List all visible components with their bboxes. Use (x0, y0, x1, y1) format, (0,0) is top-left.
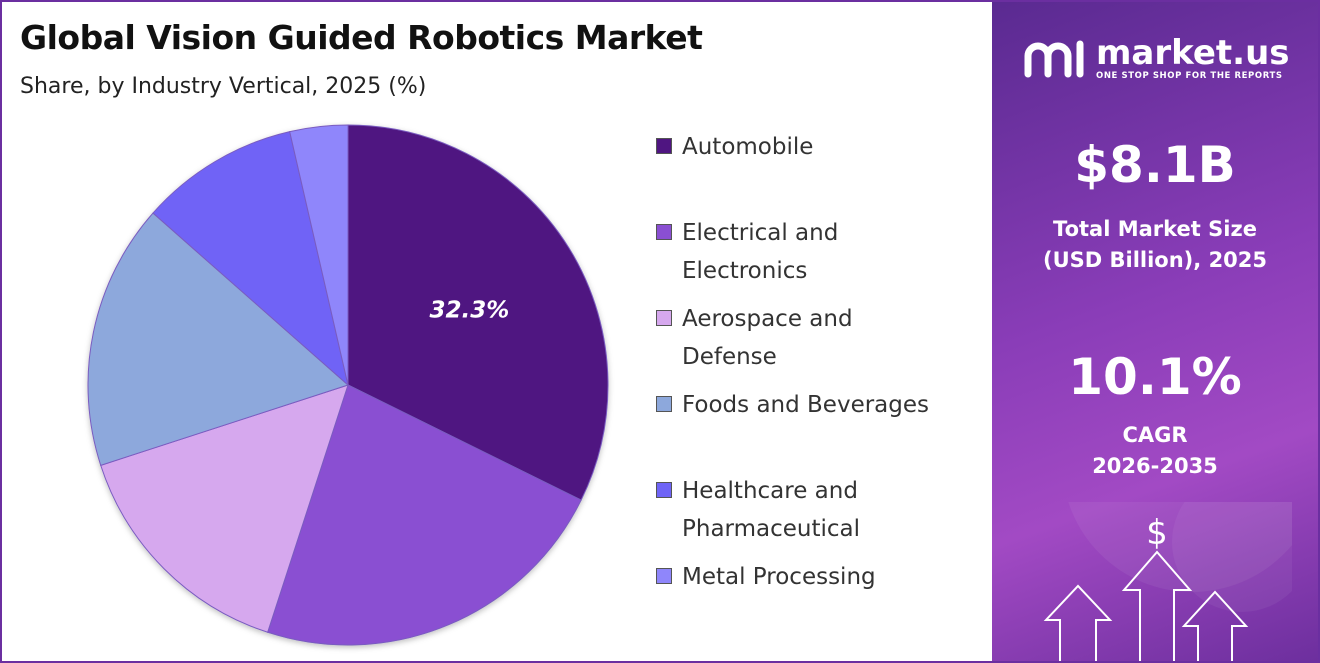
pie-slice-aerospace-and-defense (100, 384, 349, 633)
pie-slice-automobile (347, 124, 609, 501)
growth-arrows-illustration: $ (1043, 502, 1292, 661)
legend-item-aerospace-and-defense: Aerospace and Defense (656, 300, 882, 376)
legend-swatch (656, 568, 672, 584)
legend-item-electrical-and-electronics: Electrical and Electronics (656, 214, 882, 290)
legend-label: Foods and Beverages (682, 392, 930, 418)
brand-logo: market.us ONE STOP SHOP FOR THE REPORTS (1022, 34, 1290, 82)
legend-item-foods-and-beverages: Foods and Beverages (656, 386, 972, 424)
legend-swatch (656, 138, 672, 154)
chart-title: Global Vision Guided Robotics Market (20, 18, 703, 57)
legend-label: Electrical and Electronics (682, 220, 839, 284)
chart-panel: Global Vision Guided Robotics Market Sha… (2, 2, 990, 661)
pie-slice-electrical-and-electronics (267, 384, 582, 646)
pie-slice-metal-processing (289, 124, 349, 386)
cagr-value: 10.1% (1068, 348, 1242, 406)
legend-swatch (656, 310, 672, 326)
legend-label: Aerospace and Defense (682, 306, 853, 370)
brand-name: market.us (1096, 32, 1290, 73)
up-arrow-icon (1181, 590, 1249, 661)
market-size-caption-line2: (USD Billion), 2025 (1042, 248, 1268, 272)
legend-item-metal-processing: Metal Processing (656, 558, 972, 596)
dollar-icon: $ (1146, 513, 1168, 553)
legend-swatch (656, 224, 672, 240)
pie-chart: 32.3% (87, 124, 609, 646)
legend-label: Automobile (682, 134, 814, 160)
chart-subtitle: Share, by Industry Vertical, 2025 (%) (20, 74, 427, 99)
market-size-value: $8.1B (1074, 136, 1236, 194)
cagr-caption-line1: CAGR (1122, 423, 1188, 447)
legend-item-healthcare-and-pharmaceutical: Healthcare and Pharmaceutical (656, 472, 882, 548)
legend-label: Healthcare and Pharmaceutical (682, 478, 861, 542)
brand-tagline: ONE STOP SHOP FOR THE REPORTS (1096, 70, 1283, 81)
up-arrow-icon (1043, 584, 1113, 661)
cagr-caption-line2: 2026-2035 (1092, 454, 1218, 478)
summary-panel: market.us ONE STOP SHOP FOR THE REPORTS … (992, 2, 1318, 661)
market-us-logo-icon (1024, 40, 1084, 78)
legend-item-automobile: Automobile (656, 128, 972, 166)
up-arrow-icon (1121, 550, 1193, 661)
slice-data-label: 32.3% (430, 298, 510, 324)
pie-slice-foods-and-beverages (87, 212, 349, 466)
pie-slice-healthcare-and-pharmaceutical (152, 131, 349, 387)
legend-label: Metal Processing (682, 564, 876, 590)
market-size-caption-line1: Total Market Size (1053, 217, 1257, 241)
legend-swatch (656, 396, 672, 412)
legend-swatch (656, 482, 672, 498)
